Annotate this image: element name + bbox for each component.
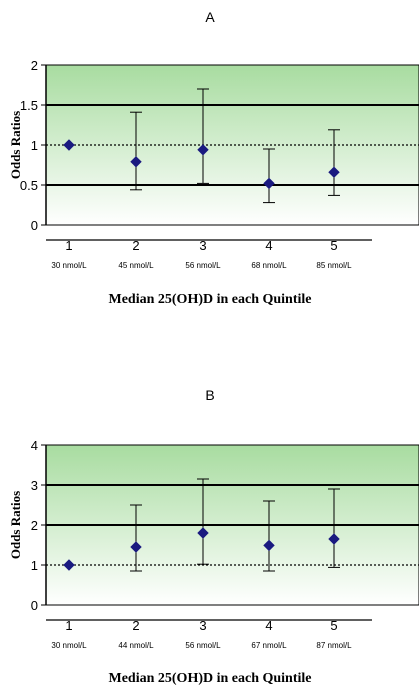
panel-a-xtick-sublabel-1: 30 nmol/L [51, 261, 87, 270]
panel-a-point-5 [328, 166, 340, 178]
panel-a-ytick-label-3: 1.5 [20, 98, 38, 113]
panel-b-ytick-label-0: 0 [31, 598, 38, 613]
panel-a-xtick-label-2: 2 [132, 238, 139, 253]
panel-b-xtick-label-5: 5 [330, 618, 337, 633]
panel-b-point-5 [328, 533, 340, 545]
panel-b-xtick-label-3: 3 [199, 618, 206, 633]
panel-a-ytick-label-4: 2 [31, 58, 38, 73]
panel-b-xtick-sublabel-4: 67 nmol/L [251, 641, 287, 650]
panel-a-ytick-label-2: 1 [31, 138, 38, 153]
panel-b-xlabel: Median 25(OH)D in each Quintile [109, 671, 312, 686]
panel-a-plot-area [45, 64, 419, 226]
panel-b-xtick-label-2: 2 [132, 618, 139, 633]
panel-b-xtick-sublabel-1: 30 nmol/L [51, 641, 87, 650]
panel-a-xtick-sublabel-3: 56 nmol/L [185, 261, 221, 270]
panel-a-ytick-label-1: 0.5 [20, 178, 38, 193]
panel-b-ytick-label-3: 3 [31, 478, 38, 493]
panel-a-xtick-label-1: 1 [65, 238, 72, 253]
panel-b-ytick-label-4: 4 [31, 438, 38, 453]
panel-b-point-1 [63, 559, 75, 571]
panel-a-ylabel: Odds Ratios [8, 111, 23, 179]
panel-b-point-2 [130, 541, 142, 553]
panel-a-xlabel: Median 25(OH)D in each Quintile [109, 292, 312, 307]
panel-a-xtick-sublabel-5: 85 nmol/L [316, 261, 352, 270]
panel-a-point-4 [263, 177, 275, 190]
panel-b-ytick-label-1: 1 [31, 558, 38, 573]
panel-a-ytick-label-0: 0 [31, 218, 38, 233]
panel-b-ytick-label-2: 2 [31, 518, 38, 533]
panel-a-xtick-label-5: 5 [330, 238, 337, 253]
panel-b-xtick-label-4: 4 [265, 618, 272, 633]
panel-b-letter: B [205, 387, 214, 403]
panel-a-xtick-sublabel-2: 45 nmol/L [118, 261, 154, 270]
panel-b-point-4 [263, 539, 275, 552]
panel-b-xtick-sublabel-3: 56 nmol/L [185, 641, 221, 650]
panel-a-xtick-sublabel-4: 68 nmol/L [251, 261, 287, 270]
panel-a-point-3 [197, 144, 209, 156]
panel-b-xtick-label-1: 1 [65, 618, 72, 633]
panel-a-letter: A [205, 9, 215, 25]
panel-a-xtick-label-3: 3 [199, 238, 206, 253]
panel-a-xtick-label-4: 4 [265, 238, 272, 253]
panel-a-point-2 [130, 156, 142, 168]
panel-a-point-1 [63, 139, 75, 151]
panel-b-point-3 [197, 527, 209, 539]
panel-b-ylabel: Odds Ratios [8, 491, 23, 559]
panel-b-xtick-sublabel-2: 44 nmol/L [118, 641, 154, 650]
panel-b-xtick-sublabel-5: 87 nmol/L [316, 641, 352, 650]
